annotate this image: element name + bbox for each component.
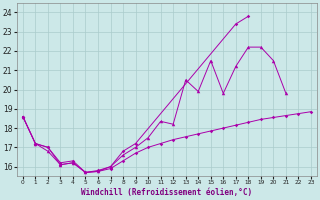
X-axis label: Windchill (Refroidissement éolien,°C): Windchill (Refroidissement éolien,°C)	[81, 188, 252, 197]
